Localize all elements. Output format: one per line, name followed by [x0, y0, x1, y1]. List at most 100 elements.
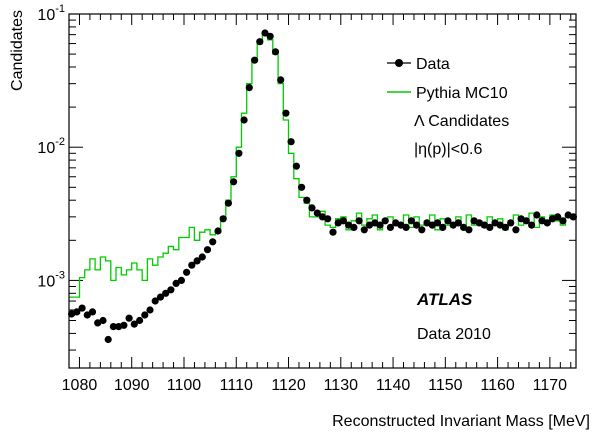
x-tick-label: 1150: [428, 377, 463, 394]
data-point: [78, 304, 86, 312]
data-point: [271, 48, 280, 56]
data-points: [68, 29, 578, 344]
data-point: [193, 257, 201, 265]
data-point: [109, 323, 117, 331]
data-point: [120, 321, 128, 329]
x-tick-label: 1080: [62, 377, 98, 394]
data-point: [350, 223, 358, 231]
data-point: [235, 149, 243, 157]
legend-data-marker: [395, 59, 403, 67]
x-axis-label: Reconstructed Invariant Mass [MeV]: [332, 413, 590, 430]
data-point: [214, 227, 222, 235]
data-point: [219, 215, 227, 223]
data-point: [282, 109, 290, 117]
data-point: [413, 221, 421, 229]
data-point: [533, 211, 541, 219]
data-point: [407, 217, 415, 225]
data-point: [177, 276, 185, 284]
data-point: [329, 228, 337, 236]
data-point: [167, 286, 175, 294]
legend-lambda-label: Λ Candidates: [414, 113, 509, 130]
legend-data-label: Data: [416, 56, 450, 73]
dataset-label: Data 2010: [417, 326, 491, 343]
data-point: [303, 196, 311, 204]
data-point: [188, 261, 196, 269]
data-point: [433, 219, 442, 227]
data-point: [240, 116, 248, 124]
data-point: [130, 320, 138, 328]
data-point: [88, 308, 97, 316]
data-point: [162, 289, 170, 297]
data-point: [522, 217, 530, 225]
data-point: [559, 217, 567, 225]
data-point: [83, 311, 91, 319]
mc-step-line: [69, 33, 576, 298]
x-tick-label: 1110: [220, 377, 253, 394]
data-point: [245, 84, 253, 92]
tick-labels: 1080 1090 1100 1110 1120 1130 1140 1150 1160 1170…: [37, 3, 567, 394]
data-point: [209, 238, 217, 246]
data-point: [501, 223, 509, 231]
data-point: [287, 138, 295, 146]
data-point: [465, 226, 473, 234]
x-tick-label: 1090: [114, 377, 150, 394]
data-point: [151, 297, 159, 305]
data-point: [528, 221, 536, 229]
y-axis-label: Candidates: [9, 10, 26, 91]
data-point: [172, 279, 180, 287]
data-point: [146, 306, 154, 314]
data-point: [73, 308, 81, 316]
data-point: [183, 268, 191, 276]
data-point: [99, 316, 107, 325]
y-tick-label: 10-1: [37, 3, 65, 24]
x-tick-label: 1140: [376, 377, 411, 394]
data-point: [292, 162, 300, 170]
data-point: [198, 253, 206, 261]
data-point: [266, 32, 274, 40]
data-point: [454, 219, 462, 227]
x-tick-label: 1100: [167, 377, 202, 394]
data-point: [308, 204, 316, 212]
legend-eta-label: |η(p)|<0.6: [414, 141, 482, 158]
data-point: [256, 38, 264, 46]
data-point: [156, 293, 165, 301]
data-point: [543, 219, 551, 227]
data-point: [141, 311, 149, 319]
data-point: [569, 213, 578, 221]
data-point: [298, 183, 306, 191]
x-tick-label: 1170: [533, 377, 568, 394]
data-point: [104, 335, 112, 344]
data-point: [324, 215, 332, 223]
data-point: [313, 209, 321, 217]
data-point: [224, 199, 232, 207]
legend-mc-label: Pythia MC10: [416, 85, 508, 102]
data-point: [355, 217, 363, 225]
data-point: [360, 226, 368, 234]
atlas-label: ATLAS: [416, 290, 473, 309]
data-point: [402, 223, 410, 231]
legend: Data Pythia MC10 Λ Candidates |η(p)|<0.6: [387, 56, 509, 158]
data-point: [230, 178, 238, 186]
data-point: [125, 314, 133, 322]
data-point: [136, 316, 144, 325]
y-tick-label: 10-2: [37, 136, 65, 157]
data-point: [554, 213, 562, 221]
data-point: [381, 217, 389, 225]
data-point: [512, 226, 520, 234]
plot-frame: [68, 13, 577, 369]
data-point: [376, 221, 384, 229]
x-tick-label: 1130: [324, 377, 359, 394]
data-point: [418, 226, 426, 234]
data-point: [444, 217, 452, 225]
data-point: [507, 219, 515, 227]
data-point: [439, 223, 447, 231]
data-point: [486, 223, 494, 231]
data-point: [339, 217, 347, 225]
x-tick-label: 1120: [271, 377, 306, 394]
y-tick-label: 10-3: [37, 269, 65, 290]
data-point: [386, 223, 394, 231]
data-point: [251, 56, 259, 64]
mc-histogram: [69, 33, 576, 298]
x-tick-label: 1160: [480, 377, 515, 394]
